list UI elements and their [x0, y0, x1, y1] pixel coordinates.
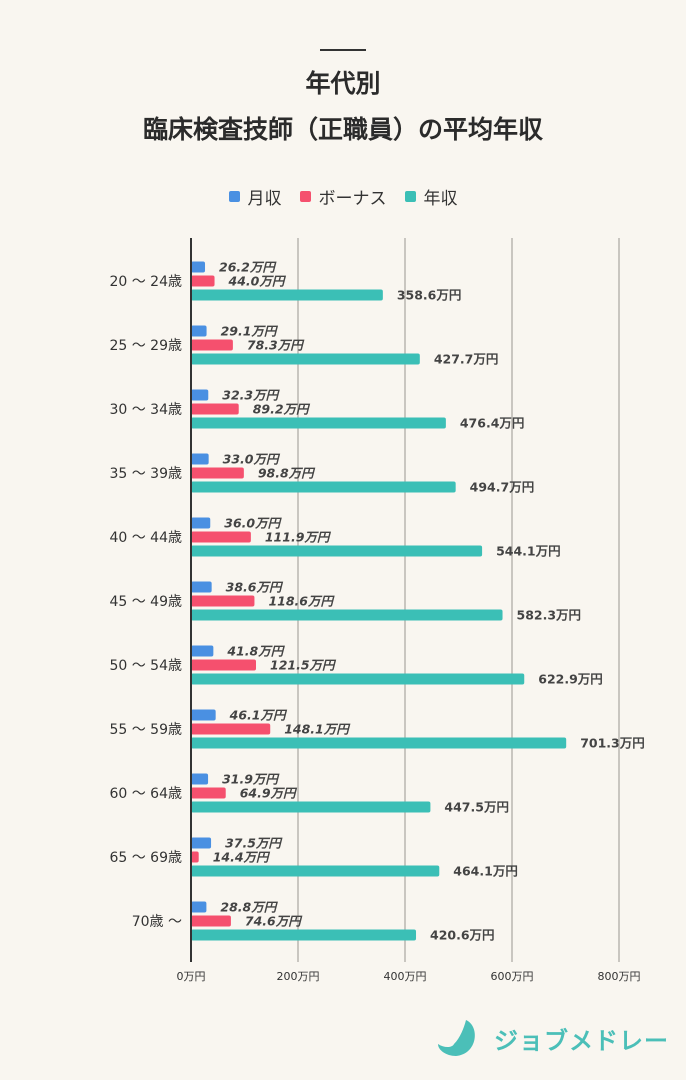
data-label: 420.6万円 [430, 928, 495, 943]
data-label: 98.8万円 [258, 466, 316, 481]
data-label: 26.2万円 [219, 260, 277, 275]
data-label: 118.6万円 [268, 594, 335, 609]
legend-label: 月収 [247, 189, 282, 209]
category-label: 55 ～ 59歳 [109, 722, 182, 738]
data-label: 33.0万円 [223, 452, 281, 467]
bar [191, 517, 211, 529]
data-label: 14.4万円 [213, 850, 271, 865]
data-label: 37.5万円 [225, 836, 283, 851]
data-label: 44.0万円 [228, 274, 287, 289]
bar [191, 851, 199, 863]
data-label: 38.6万円 [226, 580, 284, 595]
data-label: 358.6万円 [397, 288, 462, 303]
bar [191, 467, 244, 479]
bar [191, 929, 417, 941]
bar [191, 531, 251, 543]
bar [191, 865, 440, 877]
bar [191, 325, 207, 337]
data-label: 32.3万円 [222, 388, 280, 403]
legend: 月収 ボーナス 年収 [0, 184, 686, 209]
data-label: 78.3万円 [247, 338, 305, 353]
data-label: 427.7万円 [434, 352, 499, 367]
data-label: 582.3万円 [517, 608, 582, 623]
data-label: 41.8万円 [226, 644, 285, 659]
data-label: 46.1万円 [229, 708, 288, 723]
x-tick-label: 0万円 [177, 970, 206, 983]
data-label: 494.7万円 [470, 480, 535, 495]
data-label: 111.9万円 [265, 530, 332, 545]
data-label: 148.1万円 [284, 722, 351, 737]
title-dash [320, 49, 366, 51]
bar [191, 787, 226, 799]
bar [191, 723, 271, 735]
legend-swatch [299, 191, 311, 202]
bar [191, 417, 446, 429]
bar [191, 645, 214, 657]
legend-item-annual: 年収 [404, 184, 458, 209]
chart-title-line1: 年代別 [305, 69, 381, 98]
data-label: 476.4万円 [460, 416, 525, 431]
data-label: 64.9万円 [240, 786, 298, 801]
category-label: 25 ～ 29歳 [109, 338, 182, 354]
bar [191, 609, 503, 621]
bar [191, 339, 233, 351]
data-label: 464.1万円 [453, 864, 518, 879]
legend-swatch [404, 191, 416, 202]
data-label: 31.9万円 [222, 772, 280, 787]
bar [191, 801, 431, 813]
category-label: 70歳 ～ [132, 914, 182, 930]
legend-item-monthly: 月収 [228, 184, 282, 209]
chart-title-line2: 臨床検査技師（正職員）の平均年収 [142, 115, 543, 144]
data-label: 36.0万円 [224, 516, 282, 531]
bar [191, 837, 212, 849]
bar [191, 261, 206, 273]
x-tick-label: 400万円 [384, 970, 427, 983]
bar [191, 709, 216, 721]
category-label: 50 ～ 54歳 [109, 658, 182, 674]
bar [191, 659, 257, 671]
category-label: 60 ～ 64歳 [109, 786, 182, 802]
bar [191, 773, 209, 785]
bar [191, 481, 456, 493]
data-label: 447.5万円 [444, 800, 509, 815]
data-label: 74.6万円 [245, 914, 303, 929]
data-label: 29.1万円 [221, 324, 279, 339]
bar [191, 673, 525, 685]
legend-label: ボーナス [318, 189, 387, 209]
bar [191, 915, 231, 927]
category-label: 40 ～ 44歳 [109, 530, 182, 546]
bar [191, 453, 209, 465]
data-label: 28.8万円 [220, 900, 278, 915]
category-label: 65 ～ 69歳 [109, 850, 182, 866]
logo: ジョブメドレー [436, 1018, 669, 1058]
category-label: 45 ～ 49歳 [109, 594, 182, 610]
bar [191, 901, 207, 913]
legend-swatch [228, 191, 240, 202]
bar [191, 353, 420, 365]
data-label: 622.9万円 [538, 672, 603, 687]
legend-label: 年収 [423, 189, 458, 209]
bar [191, 595, 255, 607]
bar [191, 737, 567, 749]
bar-chart: 0万円 200万円 400万円 600万円 800万円 20 ～ 24歳 26.2万円44.… [109, 238, 645, 983]
data-label: 121.5万円 [270, 658, 337, 673]
logo-moon-icon [438, 1020, 475, 1056]
x-tick-label: 200万円 [277, 970, 320, 983]
bar [191, 581, 212, 593]
bar [191, 389, 209, 401]
category-label: 20 ～ 24歳 [109, 274, 182, 290]
x-tick-label: 800万円 [598, 970, 641, 983]
bar [191, 289, 383, 301]
data-label: 89.2万円 [253, 402, 311, 417]
legend-item-bonus: ボーナス [299, 184, 387, 209]
category-label: 35 ～ 39歳 [109, 466, 182, 482]
category-label: 30 ～ 34歳 [109, 402, 182, 418]
data-label: 544.1万円 [496, 544, 561, 559]
logo-text: ジョブメドレー [494, 1026, 669, 1055]
bar [191, 403, 239, 415]
bar [191, 275, 215, 287]
bar [191, 545, 483, 557]
x-tick-label: 600万円 [491, 970, 534, 983]
data-label: 701.3万円 [580, 736, 645, 751]
